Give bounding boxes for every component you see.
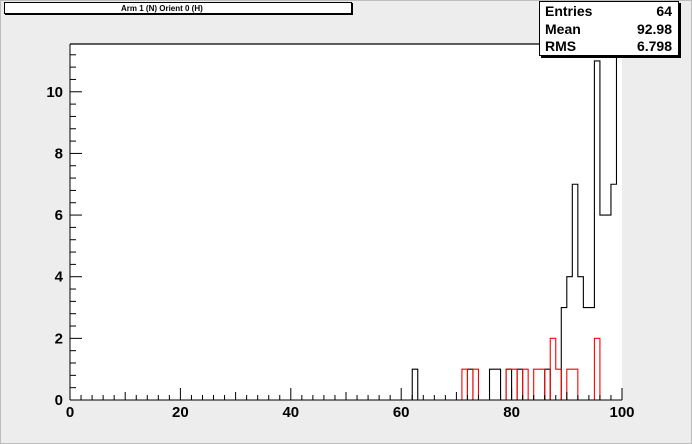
stats-box: Entries 64 Mean 92.98 RMS 6.798 bbox=[539, 1, 679, 56]
stat-row-rms: RMS 6.798 bbox=[545, 38, 672, 56]
y-tick-label: 4 bbox=[55, 269, 64, 286]
x-tick-label: 60 bbox=[393, 404, 410, 421]
x-tick-label: 0 bbox=[66, 404, 74, 421]
y-tick-label: 0 bbox=[55, 392, 63, 409]
y-tick-label: 2 bbox=[55, 330, 63, 347]
x-tick-label: 20 bbox=[172, 404, 189, 421]
stat-entries-label: Entries bbox=[545, 3, 593, 19]
stat-row-entries: Entries 64 bbox=[545, 3, 672, 21]
x-tick-label: 80 bbox=[503, 404, 520, 421]
x-tick-label: 100 bbox=[609, 404, 634, 421]
stat-mean-value: 92.98 bbox=[636, 20, 672, 37]
ticks-layer: 0 20 40 60 80 100 0 2 4 6 8 10 bbox=[46, 54, 635, 421]
stat-row-mean: Mean 92.98 bbox=[545, 21, 672, 39]
y-tick-label: 10 bbox=[46, 84, 63, 101]
y-tick-label: 8 bbox=[55, 145, 63, 162]
histogram-title-box: Arm 1 (N) Orient 0 (H) bbox=[4, 2, 352, 14]
stat-rms-label: RMS bbox=[545, 38, 577, 54]
x-tick-label: 40 bbox=[282, 404, 299, 421]
stat-entries-value: 64 bbox=[656, 3, 672, 19]
stat-rms-value: 6.798 bbox=[636, 38, 672, 54]
y-tick-label: 6 bbox=[55, 207, 63, 224]
plot-area bbox=[70, 44, 622, 400]
histogram-title: Arm 1 (N) Orient 0 (H) bbox=[121, 4, 203, 13]
stat-mean-label: Mean bbox=[545, 20, 581, 37]
